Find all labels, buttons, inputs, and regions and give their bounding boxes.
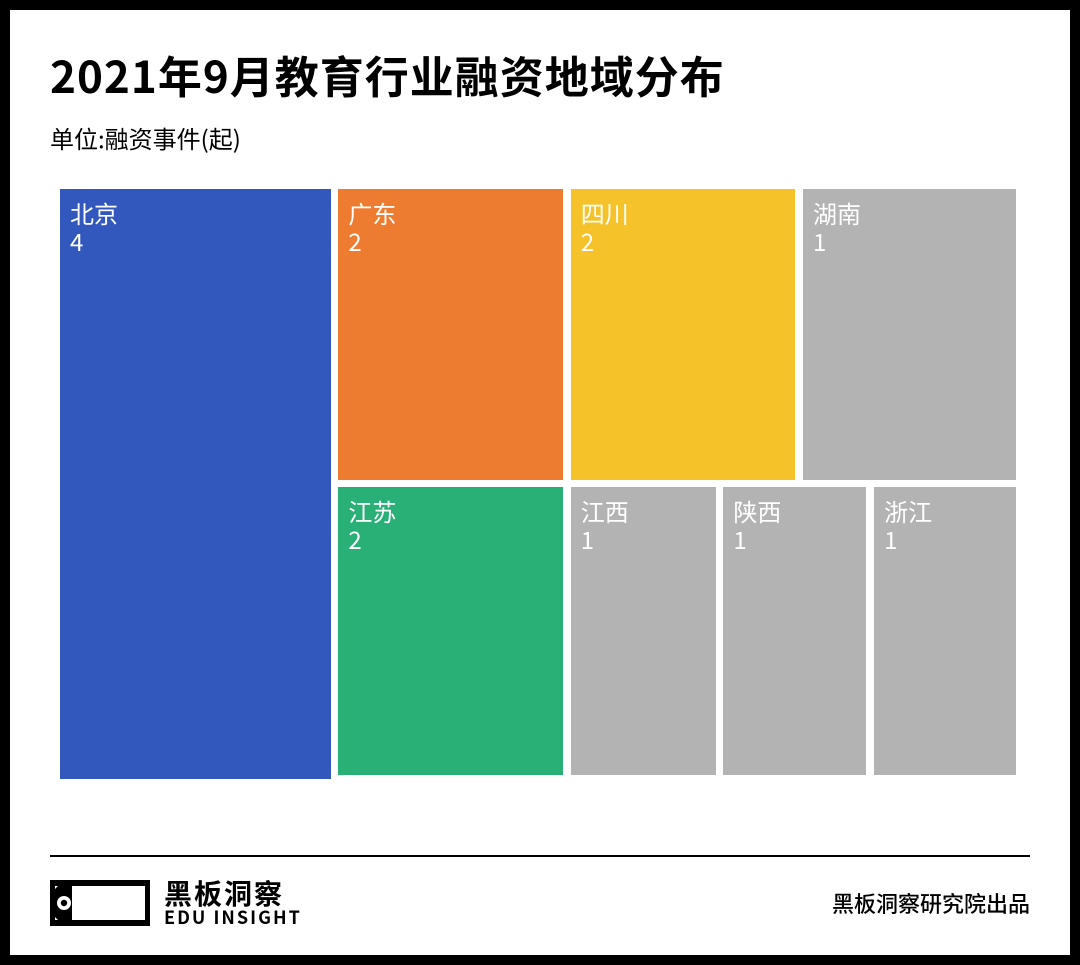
treemap-cell: 四川2 — [571, 189, 795, 480]
cell-value: 2 — [581, 228, 785, 254]
cell-value: 1 — [884, 526, 1006, 552]
treemap-cell: 广东2 — [338, 189, 562, 480]
cell-value: 1 — [733, 526, 856, 552]
chart-frame: 2021年9月教育行业融资地域分布 单位:融资事件(起) 北京4广东2四川2湖南… — [0, 0, 1080, 965]
cell-label: 江西 — [581, 495, 706, 526]
cell-label: 陕西 — [733, 495, 856, 526]
cell-value: 4 — [70, 228, 321, 254]
treemap-cell: 湖南1 — [803, 189, 1016, 480]
treemap-cell: 陕西1 — [723, 487, 866, 775]
cell-label: 四川 — [581, 197, 785, 228]
treemap-cell: 浙江1 — [874, 487, 1016, 775]
cell-value: 2 — [348, 228, 552, 254]
treemap-cell: 江西1 — [571, 487, 716, 775]
chart-subtitle: 单位:融资事件(起) — [50, 120, 1030, 155]
treemap: 北京4广东2四川2湖南1江苏2江西1陕西1浙江1 — [60, 189, 1020, 779]
treemap-cell: 江苏2 — [338, 487, 562, 775]
footer-divider — [50, 855, 1030, 857]
brand-logo-icon — [50, 875, 150, 931]
producer-label: 黑板洞察研究院出品 — [832, 887, 1030, 919]
cell-value: 2 — [348, 526, 552, 552]
cell-label: 湖南 — [813, 197, 1006, 228]
cell-value: 1 — [813, 228, 1006, 254]
brand-text: 黑板洞察 EDU INSIGHT — [164, 879, 302, 927]
chart-title: 2021年9月教育行业融资地域分布 — [50, 42, 1030, 106]
cell-label: 北京 — [70, 197, 321, 228]
brand-block: 黑板洞察 EDU INSIGHT — [50, 875, 302, 931]
treemap-cell: 北京4 — [60, 189, 331, 779]
cell-label: 广东 — [348, 197, 552, 228]
brand-name-en: EDU INSIGHT — [164, 908, 302, 927]
cell-label: 浙江 — [884, 495, 1006, 526]
cell-value: 1 — [581, 526, 706, 552]
footer: 黑板洞察 EDU INSIGHT 黑板洞察研究院出品 — [50, 875, 1030, 931]
cell-label: 江苏 — [348, 495, 552, 526]
chart-area: 北京4广东2四川2湖南1江苏2江西1陕西1浙江1 — [50, 189, 1030, 829]
